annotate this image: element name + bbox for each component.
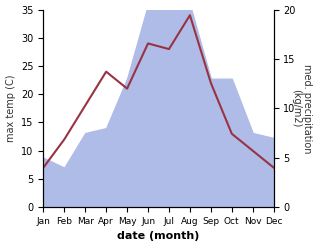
Y-axis label: med. precipitation
(kg/m2): med. precipitation (kg/m2) [291,64,313,153]
Y-axis label: max temp (C): max temp (C) [5,75,16,142]
X-axis label: date (month): date (month) [117,231,200,242]
